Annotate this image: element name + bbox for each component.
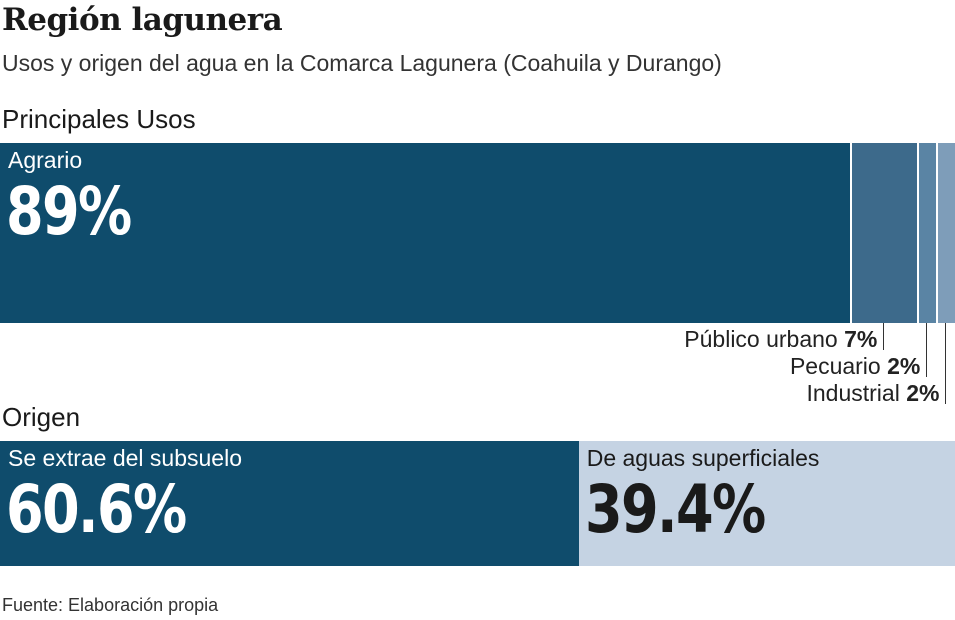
origen-section-title: Origen xyxy=(2,402,81,432)
leader-line xyxy=(926,323,928,377)
annotation-value: 7% xyxy=(844,326,878,352)
source-note: Fuente: Elaboración propia xyxy=(2,595,219,615)
annotation-label: Pecuario xyxy=(789,353,888,379)
annotation-publico-urbano: Público urbano 7% xyxy=(684,326,877,353)
leader-line xyxy=(945,323,947,404)
bar-segment-agrario: Agrario 89% xyxy=(0,143,850,323)
origen-stacked-bar: Se extrae del subsuelo 60.6% De aguas supe… xyxy=(0,441,955,566)
bar-segment-publico-urbano xyxy=(849,143,917,323)
bar-segment-industrial xyxy=(935,143,955,323)
usos-stacked-bar: Agrario 89% xyxy=(0,143,955,323)
leader-line xyxy=(883,323,885,350)
bar-segment-pecuario xyxy=(916,143,936,323)
annotation-value: 2% xyxy=(906,380,940,406)
annotation-industrial: Industrial 2% xyxy=(806,380,939,407)
annotation-pecuario: Pecuario 2% xyxy=(790,353,920,380)
usos-section-title: Principales Usos xyxy=(2,104,196,134)
annotation-value: 2% xyxy=(887,353,921,379)
bar-segment-de-aguas-superficiales: De aguas superficiales 39.4% xyxy=(578,441,955,566)
segment-label: De aguas superficiales xyxy=(586,445,820,471)
chart-title: Región lagunera xyxy=(2,2,283,38)
segment-label: Se extrae del subsuelo xyxy=(8,445,242,471)
segment-value: 39.4% xyxy=(584,471,766,548)
segment-value: 89% xyxy=(6,173,132,250)
segment-value: 60.6% xyxy=(6,471,187,548)
annotation-label: Público urbano xyxy=(684,326,845,352)
chart-subtitle: Usos y origen del agua en la Comarca Lag… xyxy=(2,50,722,76)
bar-segment-se-extrae-del-subsuelo: Se extrae del subsuelo 60.6% xyxy=(0,441,579,566)
annotation-label: Industrial xyxy=(806,380,907,406)
segment-label: Agrario xyxy=(8,147,83,173)
